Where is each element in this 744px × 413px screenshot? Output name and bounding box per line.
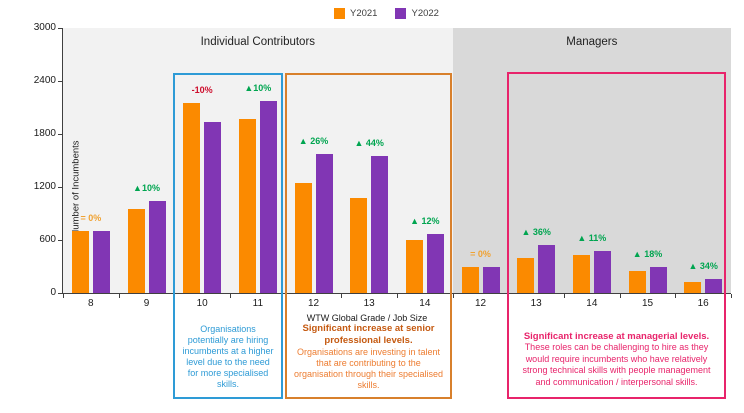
x-tick-label-grade-15: 15	[641, 298, 654, 309]
x-tick-mark	[731, 294, 732, 298]
bar-y2021-grade-8	[71, 231, 89, 293]
delta-label-grade-9: ▲10%	[133, 182, 160, 193]
x-axis-title: WTW Global Grade / Job Size	[306, 313, 428, 323]
legend-label: Y2022	[411, 8, 439, 19]
annotation-body-pink: These roles can be challenging to hire a…	[522, 342, 711, 387]
bar-y2021-grade-13	[517, 257, 535, 293]
bar-y2021-grade-16	[684, 282, 702, 293]
annotation-box-managerial: Significant increase at managerial level…	[507, 72, 726, 399]
annotation-box-senior-professional: Significant increase at senior professio…	[285, 73, 452, 399]
x-tick-label-grade-9: 9	[143, 298, 150, 309]
bar-y2022-grade-10	[204, 122, 222, 293]
bar-y2022-grade-12	[482, 266, 500, 293]
legend-item-y2022: Y2022	[395, 8, 439, 19]
delta-label-grade-14: ▲ 12%	[410, 215, 440, 226]
x-tick-mark	[341, 294, 343, 298]
bar-y2022-grade-9	[148, 200, 166, 293]
x-tick-label-grade-8: 8	[88, 298, 94, 309]
x-tick-label-grade-13: 13	[363, 298, 375, 309]
x-tick-label-grade-12: 12	[474, 298, 487, 309]
bar-y2022-grade-12	[315, 153, 333, 293]
bar-y2021-grade-12	[294, 182, 312, 293]
bar-y2021-grade-14	[572, 255, 590, 293]
y-tick-mark	[58, 133, 62, 135]
delta-label-grade-11: ▲10%	[244, 83, 272, 94]
y-tick-mark	[58, 186, 62, 188]
annotation-heading-orange: Significant increase at senior professio…	[302, 323, 435, 346]
x-tick-label-grade-11: 11	[252, 298, 264, 309]
y-tick-label: 2400	[33, 75, 56, 86]
legend-swatch-icon	[334, 8, 345, 19]
bar-y2021-grade-11	[238, 118, 256, 293]
y-tick-mark	[58, 27, 62, 29]
delta-label-grade-12: = 0%	[470, 248, 491, 259]
y-tick-label: 0	[50, 287, 56, 298]
section-title-1: Managers	[566, 36, 618, 48]
section-title-0: Individual Contributors	[200, 36, 316, 48]
x-tick-mark	[675, 294, 677, 298]
x-tick-mark	[564, 294, 565, 298]
bar-y2022-grade-15	[649, 266, 667, 293]
x-tick-mark	[118, 294, 120, 298]
x-tick-label-grade-14: 14	[419, 298, 431, 309]
y-tick-mark	[58, 80, 62, 82]
y-tick-label: 3000	[33, 22, 56, 33]
bar-y2021-grade-13	[350, 198, 368, 293]
annotation-box-grades-10-11: Organisations potentially are hiring inc…	[173, 73, 283, 399]
legend: Y2021 Y2022	[334, 8, 439, 19]
x-tick-label-grade-12: 12	[307, 298, 320, 309]
legend-item-y2021: Y2021	[334, 8, 377, 19]
x-tick-mark	[619, 294, 621, 298]
annotation-body-orange: Organisations are investing in talent th…	[293, 347, 444, 390]
delta-label-grade-8: = 0%	[80, 213, 102, 224]
delta-label-grade-12: ▲ 26%	[298, 135, 329, 146]
x-tick-mark	[230, 294, 231, 298]
delta-label-grade-15: ▲ 18%	[632, 248, 663, 259]
bar-y2022-grade-8	[92, 231, 110, 293]
bar-y2022-grade-14	[426, 233, 444, 293]
bar-y2022-grade-13	[538, 244, 556, 293]
delta-label-grade-14: ▲ 11%	[577, 232, 607, 243]
x-tick-mark	[397, 294, 398, 298]
delta-label-grade-10: -10%	[191, 85, 213, 96]
delta-label-grade-13: ▲ 44%	[354, 138, 384, 149]
y-tick-mark	[58, 292, 62, 294]
annotation-heading-pink: Significant increase at managerial level…	[523, 330, 710, 342]
x-tick-label-grade-10: 10	[196, 298, 208, 309]
x-tick-label-grade-16: 16	[697, 298, 709, 309]
annotation-text-blue: Organisations potentially are hiring inc…	[182, 324, 274, 389]
x-tick-label-grade-14: 14	[586, 298, 598, 309]
bar-y2022-grade-16	[705, 278, 723, 293]
legend-swatch-icon	[395, 8, 407, 19]
x-tick-mark	[452, 294, 454, 298]
y-tick-label: 600	[39, 234, 56, 245]
x-tick-label-grade-13: 13	[530, 298, 542, 309]
bar-y2021-grade-12	[461, 266, 479, 293]
bar-y2021-grade-9	[127, 209, 145, 293]
plot-area: Number of Incumbents Individual Contribu…	[34, 22, 732, 309]
bar-y2022-grade-11	[259, 101, 277, 293]
bar-y2022-grade-13	[371, 156, 389, 293]
bar-y2021-grade-15	[628, 270, 646, 293]
y-tick-label: 1200	[33, 181, 56, 192]
bar-y2021-grade-10	[183, 103, 201, 293]
annotation-text-orange: Significant increase at senior professio…	[287, 323, 450, 397]
annotation-text-pink: Significant increase at managerial level…	[509, 331, 724, 398]
delta-label-grade-16: ▲ 34%	[688, 260, 718, 271]
x-tick-mark	[63, 294, 64, 298]
y-tick-label: 1800	[33, 128, 56, 139]
bar-y2022-grade-14	[593, 250, 611, 293]
y-tick-mark	[58, 239, 62, 241]
delta-label-grade-13: ▲ 36%	[521, 226, 551, 237]
legend-label: Y2021	[350, 8, 378, 19]
bar-y2021-grade-14	[405, 240, 423, 293]
